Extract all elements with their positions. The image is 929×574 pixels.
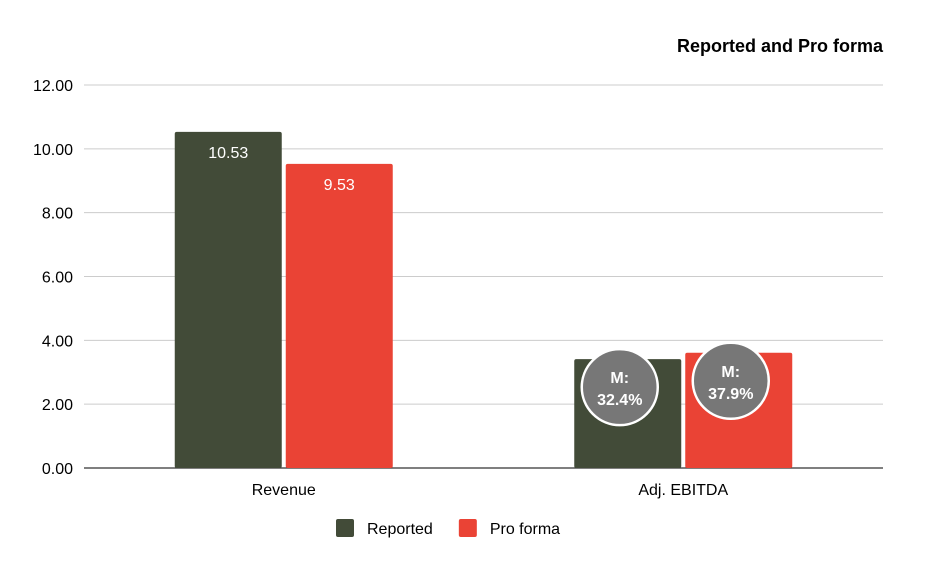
- margin-badge-value: 37.9%: [708, 386, 753, 403]
- y-tick-label: 10.00: [33, 142, 73, 159]
- chart-title: Reported and Pro forma: [677, 36, 884, 56]
- legend-label: Reported: [367, 521, 433, 538]
- data-label: 9.53: [324, 177, 355, 194]
- y-tick-label: 2.00: [42, 397, 73, 414]
- y-tick-label: 0.00: [42, 461, 73, 478]
- legend-label: Pro forma: [490, 521, 560, 538]
- x-tick-label: Revenue: [252, 482, 316, 499]
- y-tick-label: 12.00: [33, 78, 73, 95]
- margin-badge-label: M:: [610, 370, 629, 387]
- legend: Reported Pro forma: [336, 519, 560, 538]
- margin-badge-label: M:: [721, 364, 740, 381]
- legend-swatch: [458, 519, 477, 537]
- data-label: 10.53: [208, 145, 248, 162]
- margin-badge-value: 32.4%: [597, 392, 642, 409]
- margin-badge: [691, 341, 770, 421]
- y-tick-label: 8.00: [42, 206, 73, 223]
- x-tick-label: Adj. EBITDA: [638, 482, 728, 499]
- legend-swatch: [336, 519, 354, 537]
- bar: [174, 131, 282, 469]
- margin-badge: [580, 347, 659, 427]
- y-tick-label: 4.00: [42, 333, 73, 350]
- bar: [285, 163, 393, 468]
- y-tick-label: 6.00: [42, 270, 73, 287]
